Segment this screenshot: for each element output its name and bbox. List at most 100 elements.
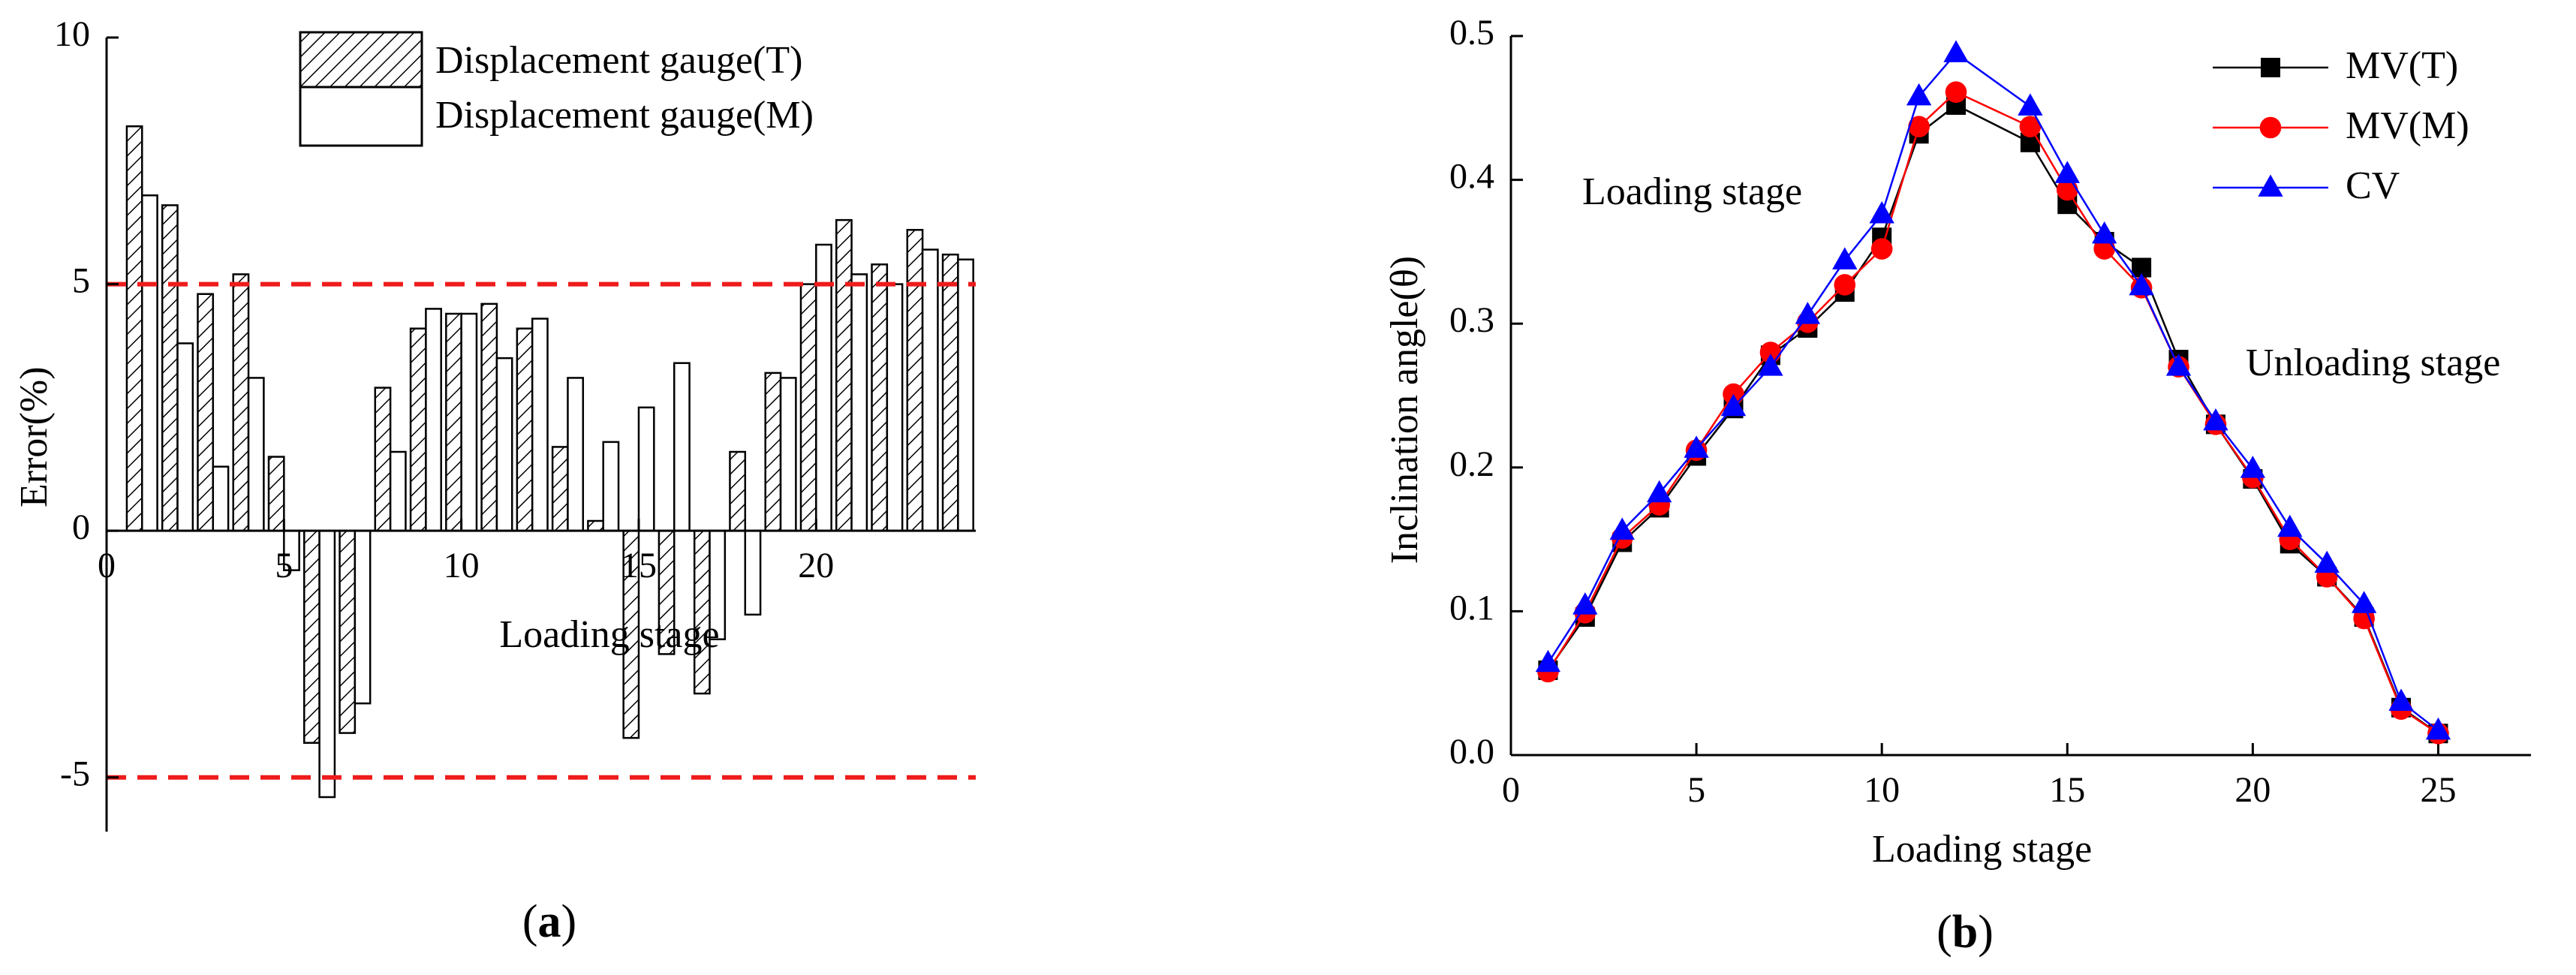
bar-gauge-t (835, 218, 853, 532)
bar-gauge-m (744, 529, 762, 616)
data-point-cv (2018, 93, 2043, 116)
bar-gauge-m (318, 529, 336, 799)
bar-gauge-m (389, 450, 407, 532)
data-point-cv (1572, 592, 1598, 615)
bar-gauge-m (247, 377, 265, 532)
data-point-cv (2092, 221, 2117, 244)
y-tick-label: 0 (72, 507, 90, 547)
bar-gauge-m (957, 258, 974, 532)
bar-gauge-t (551, 446, 569, 532)
bar-gauge-m (176, 342, 194, 532)
panel-a-caption: (a) (522, 896, 576, 947)
legend-label-mv-t: MV(T) (2346, 44, 2458, 87)
bar-gauge-m (425, 308, 442, 532)
panel-b-letter: b (1952, 907, 1978, 958)
x-tick-label: 0 (98, 546, 116, 585)
legend-label-displacement-gauge-t: Displacement gauge(T) (435, 39, 802, 82)
bar-gauge-m (815, 243, 832, 532)
bar-gauge-t (516, 327, 534, 532)
panel-b-inclination-line-chart: 0.0 0.1 0.2 0.3 0.4 0.5 0 5 10 15 20 25 Loading sta… (1383, 13, 2531, 958)
bar-gauge-t (232, 273, 250, 532)
data-point-cv (1943, 40, 1969, 62)
data-point-cv (2129, 272, 2154, 296)
bar-gauge-t (693, 529, 711, 695)
bar-gauge-t (409, 327, 427, 532)
y-tick-label: 0.3 (1449, 300, 1494, 340)
x-tick-label: 20 (2234, 770, 2271, 810)
panel-a-letter: a (538, 896, 561, 947)
bar-gauge-m (886, 283, 904, 532)
data-point-cv (1795, 302, 1821, 324)
panel-a-y-axis-title: Error(%) (13, 366, 56, 507)
bar-gauge-m (850, 273, 868, 532)
x-tick-label: 15 (621, 546, 657, 585)
bar-gauge-t (161, 204, 179, 532)
legend-label-cv: CV (2346, 164, 2400, 207)
bar-gauge-m (531, 317, 549, 532)
panel-a-tick-labels: -5 0 5 10 0 5 10 15 20 (54, 14, 834, 794)
bar-gauge-t (871, 263, 889, 532)
x-tick-label: 0 (1502, 770, 1520, 810)
bar-gauge-t (480, 302, 498, 532)
data-point-mv-m (1834, 274, 1856, 296)
x-tick-label: 10 (444, 546, 480, 585)
bar-gauge-m (921, 248, 939, 532)
bar-gauge-t (303, 529, 320, 744)
y-tick-label: 0.2 (1449, 444, 1494, 484)
bar-gauge-m (673, 362, 691, 532)
x-tick-label: 15 (2049, 770, 2085, 810)
panel-b-y-axis-title: Inclination angle(θ) (1383, 256, 1426, 564)
data-point-cv (1869, 201, 1894, 224)
x-tick-label: 5 (1687, 770, 1705, 810)
series-cv (1535, 40, 2451, 740)
data-point-cv (1684, 435, 1709, 458)
legend-swatch-open (299, 86, 423, 147)
data-point-cv (1832, 247, 1858, 269)
bar-gauge-t (764, 372, 782, 532)
panel-b-axes (1509, 35, 2531, 757)
data-point-mv-m (2353, 607, 2375, 630)
y-tick-label: 5 (72, 261, 90, 301)
panel-a-axes (105, 36, 976, 832)
panel-a-reference-lines (107, 281, 976, 780)
bar-gauge-m (637, 406, 655, 532)
panel-a-legend: Displacement gauge(T) Displacement gauge… (299, 31, 814, 147)
series-line-cv (1547, 52, 2439, 732)
data-point-cv (2165, 354, 2192, 376)
data-point-cv (2277, 514, 2303, 537)
x-tick-label: 20 (798, 546, 834, 585)
data-point-cv (1906, 83, 1932, 106)
panel-b-tick-labels: 0.0 0.1 0.2 0.3 0.4 0.5 0 5 10 15 20 25 (1449, 13, 2456, 810)
panel-b-series (1535, 40, 2451, 745)
bar-gauge-t (941, 253, 959, 532)
data-point-mv-m (2019, 116, 2042, 138)
data-point-cv (1609, 517, 1635, 540)
bar-gauge-m (354, 529, 372, 705)
annotation-unloading-stage: Unloading stage (2246, 342, 2500, 384)
bar-gauge-m (567, 377, 585, 532)
y-tick-label: 0.4 (1449, 157, 1494, 197)
bar-gauge-m (495, 357, 513, 532)
y-tick-label: 0.0 (1449, 732, 1494, 772)
bar-gauge-m (602, 441, 620, 532)
data-point-cv (2203, 408, 2228, 431)
legend-swatch-hatched (299, 31, 423, 92)
bar-gauge-t (445, 312, 462, 532)
bar-gauge-t (339, 529, 357, 734)
data-point-cv (2388, 688, 2414, 712)
bar-gauge-t (267, 456, 285, 532)
bar-gauge-t (125, 125, 143, 532)
bar-gauge-t (729, 450, 747, 532)
x-tick-label: 25 (2420, 770, 2456, 810)
bar-gauge-t (587, 519, 604, 532)
legend-marker-mv-t (2261, 58, 2280, 77)
x-tick-label: 5 (275, 546, 293, 585)
annotation-loading-stage: Loading stage (1582, 170, 1802, 213)
panel-b-caption: (b) (1937, 907, 1994, 958)
data-point-cv (1720, 393, 1747, 417)
panel-a-x-axis-title: Loading stage (499, 613, 719, 656)
legend-marker-mv-m (2259, 116, 2282, 139)
bar-gauge-t (197, 293, 215, 532)
data-point-cv (2314, 550, 2340, 573)
data-point-cv (2351, 591, 2377, 613)
